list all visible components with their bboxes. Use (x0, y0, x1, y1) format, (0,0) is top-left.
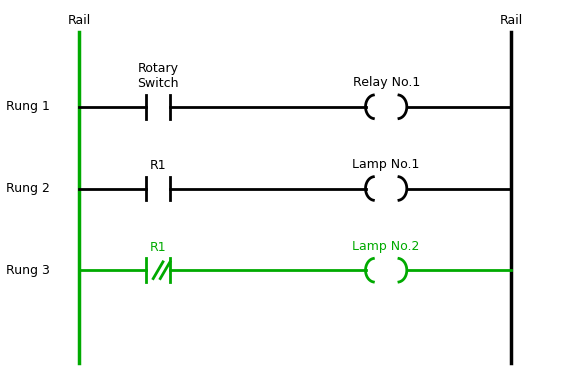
Text: Lamp No.2: Lamp No.2 (353, 240, 420, 253)
Text: Rotary
Switch: Rotary Switch (137, 63, 179, 90)
Text: Rung 2: Rung 2 (6, 182, 49, 195)
Text: Lamp No.1: Lamp No.1 (353, 158, 420, 171)
Text: R1: R1 (150, 159, 166, 172)
Text: Rung 1: Rung 1 (6, 100, 49, 113)
Text: R1: R1 (150, 241, 166, 254)
Text: Relay No.1: Relay No.1 (353, 76, 420, 89)
Text: Rung 3: Rung 3 (6, 264, 49, 277)
Text: Rail: Rail (68, 14, 91, 27)
Text: Rail: Rail (500, 14, 523, 27)
